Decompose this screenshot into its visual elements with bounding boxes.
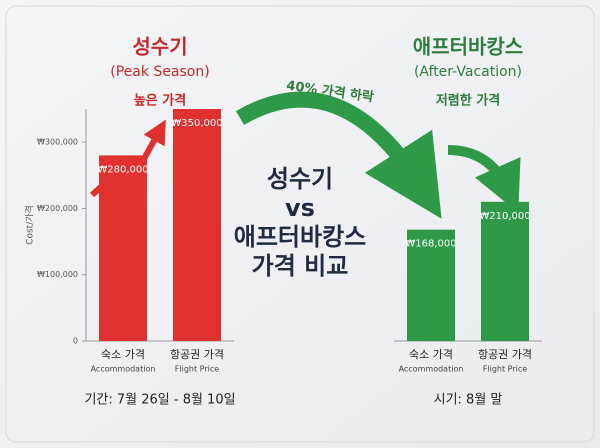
x-tick-label: 숙소 가격: [409, 348, 453, 361]
y-tick-label: ₩300,000: [37, 138, 78, 147]
frame: [5, 5, 595, 443]
x-tick-label: 항공권 가격: [170, 348, 224, 361]
y-axis-label: Cost/가격: [24, 205, 36, 245]
x-tick-sublabel: Flight Price: [175, 365, 219, 374]
bar: [481, 201, 529, 341]
big-arrow: [235, 91, 442, 219]
small-arrow: [447, 145, 521, 213]
headline-line: 가격 비교: [252, 252, 349, 280]
value-label: ₩350,000: [171, 118, 222, 129]
x-tick-label: 숙소 가격: [101, 348, 145, 361]
bar: [407, 229, 455, 341]
x-tick-sublabel: Accommodation: [399, 365, 464, 374]
headline-line: vs: [285, 194, 315, 222]
value-label: ₩210,000: [479, 211, 530, 222]
chart-subtitle: (Peak Season): [110, 64, 209, 80]
y-tick-label: ₩100,000: [37, 270, 78, 279]
headline-line: 성수기: [267, 165, 333, 193]
x-tick-label: 항공권 가격: [478, 348, 532, 361]
chart-title: 애프터바캉스: [413, 35, 523, 59]
chart-subtitle: (After-Vacation): [414, 64, 522, 80]
annotation: 저렴한 가격: [436, 93, 500, 109]
chart-title: 성수기: [132, 35, 187, 59]
headline-line: 애프터바캉스: [234, 223, 366, 251]
y-tick-label: ₩200,000: [37, 204, 78, 213]
bar: [99, 155, 147, 341]
value-label: ₩280,000: [97, 164, 148, 175]
annotation: 높은 가격: [134, 94, 186, 109]
x-tick-sublabel: Accommodation: [91, 365, 156, 374]
footnote: 시기: 8월 말: [434, 393, 503, 408]
value-label: ₩168,000: [405, 239, 456, 250]
y-tick-label: 0: [73, 337, 78, 346]
footnote: 기간: 7월 26일 - 8월 10일: [84, 393, 235, 408]
x-tick-sublabel: Flight Price: [483, 365, 527, 374]
bar: [173, 109, 221, 341]
